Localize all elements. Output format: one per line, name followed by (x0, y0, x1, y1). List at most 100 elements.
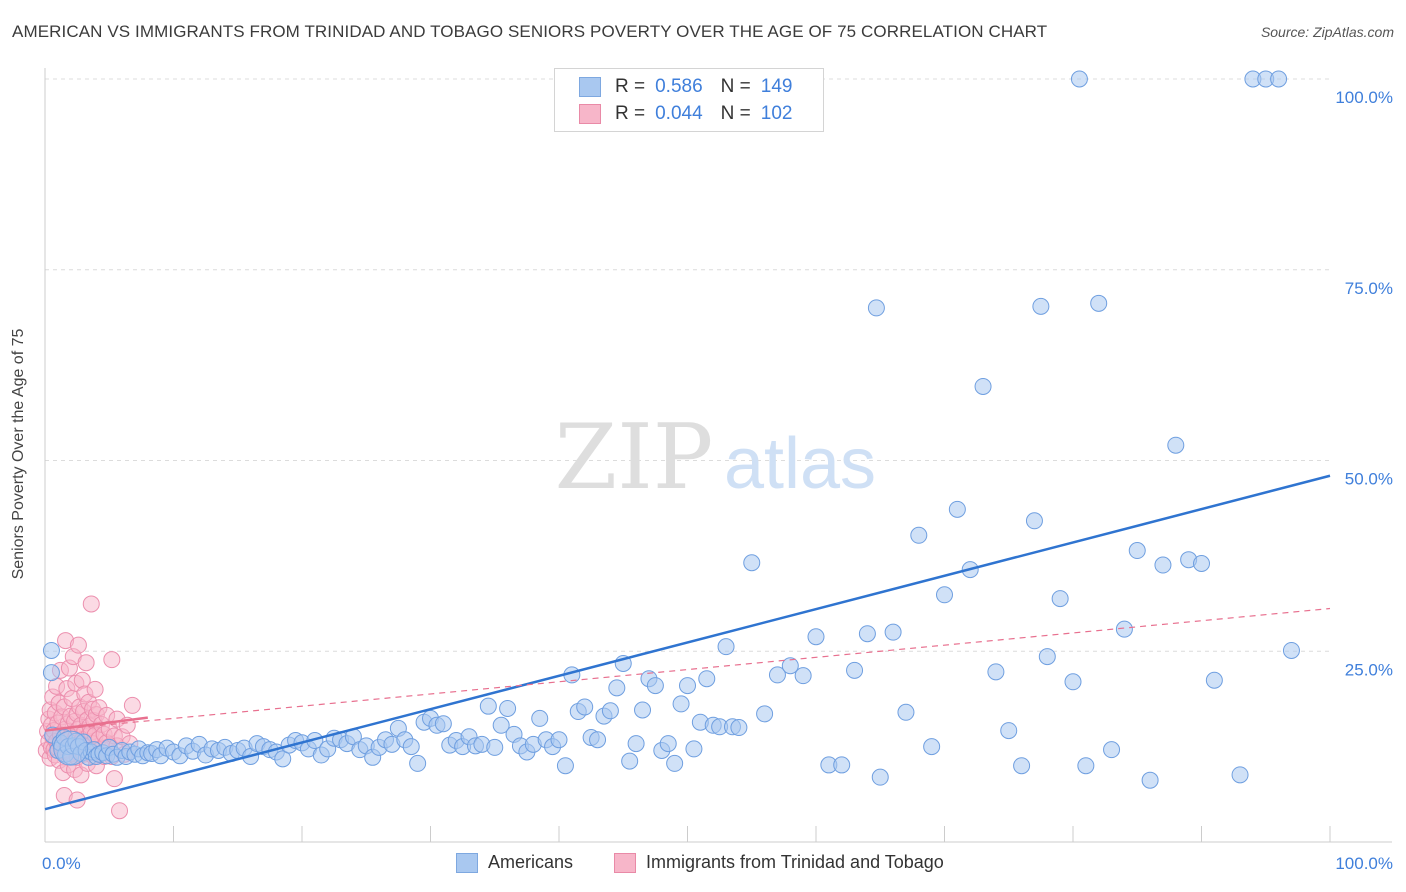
point-americans (402, 738, 420, 756)
point-immigrants (123, 696, 141, 714)
series-pink-points (37, 595, 141, 820)
point-americans (698, 670, 716, 688)
series-blue-points (42, 70, 1300, 789)
point-immigrants (82, 595, 100, 613)
point-americans (479, 697, 497, 715)
point-americans (274, 750, 292, 768)
r-label: R = (615, 76, 646, 97)
watermark-atlas: atlas (724, 424, 876, 504)
point-americans (974, 377, 992, 395)
point-americans (1115, 620, 1133, 638)
y-tick-label: 100.0% (1335, 88, 1393, 107)
point-americans (846, 661, 864, 679)
legend-swatch-pink (614, 852, 636, 873)
point-americans (871, 768, 889, 786)
watermark: ZIP atlas (555, 405, 876, 510)
r-value-americans: 0.586 (655, 76, 703, 97)
stats-row-americans: R = 0.586 N = 149 (579, 75, 792, 99)
point-americans (768, 666, 786, 684)
point-americans (987, 663, 1005, 681)
series-legend: Americans Immigrants from Trinidad and T… (0, 852, 1406, 878)
r-label: R = (615, 103, 646, 124)
swatch-pink (579, 104, 601, 124)
point-americans (634, 701, 652, 719)
point-americans (794, 667, 812, 685)
point-americans (659, 735, 677, 753)
point-americans (897, 703, 915, 721)
point-americans (601, 702, 619, 720)
point-americans (1103, 741, 1121, 759)
point-americans (627, 735, 645, 753)
legend-item-immigrants[interactable]: Immigrants from Trinidad and Tobago (614, 852, 944, 873)
point-immigrants (77, 654, 95, 672)
n-label: N = (720, 103, 751, 124)
point-americans (1070, 70, 1088, 88)
point-americans (1090, 294, 1108, 312)
grid-lines (45, 78, 1330, 652)
point-americans (867, 299, 885, 317)
n-label: N = (720, 76, 751, 97)
point-americans (1038, 648, 1056, 666)
y-tick-label: 25.0% (1345, 660, 1393, 679)
r-value-immigrants: 0.044 (655, 103, 703, 124)
point-americans (858, 625, 876, 643)
point-americans (589, 731, 607, 749)
legend-item-americans[interactable]: Americans (456, 852, 573, 873)
point-immigrants (105, 770, 123, 788)
point-americans (486, 738, 504, 756)
x-tick-label-max: 100.0% (1335, 854, 1393, 873)
point-americans (685, 740, 703, 758)
point-americans (1000, 722, 1018, 740)
y-tick-label: 75.0% (1345, 279, 1393, 298)
trend-line-americans (44, 474, 1331, 811)
point-americans (672, 695, 690, 713)
point-americans (1025, 512, 1043, 530)
point-americans (492, 716, 510, 734)
point-americans (666, 754, 684, 772)
point-immigrants (103, 651, 121, 669)
point-immigrants (69, 636, 87, 654)
point-americans (730, 719, 748, 737)
point-americans (807, 628, 825, 646)
legend-label-immigrants: Immigrants from Trinidad and Tobago (646, 852, 944, 872)
point-americans (756, 705, 774, 723)
point-americans (1270, 70, 1288, 88)
point-americans (576, 698, 594, 716)
point-americans (1077, 757, 1095, 775)
watermark-zip: ZIP (555, 405, 714, 510)
point-americans (1013, 757, 1031, 775)
point-americans (42, 664, 60, 682)
stats-legend: R = 0.586 N = 149 R = 0.044 N = 102 (554, 68, 824, 132)
legend-label-americans: Americans (488, 852, 574, 872)
trend-line-immigrants-solid (44, 716, 148, 732)
point-americans (550, 731, 568, 749)
point-americans (1282, 641, 1300, 659)
point-americans (621, 752, 639, 770)
point-americans (743, 554, 761, 572)
source-label: Source: ZipAtlas.com (1260, 24, 1394, 40)
point-americans (948, 500, 966, 518)
point-americans (499, 699, 517, 717)
point-americans (1193, 555, 1210, 573)
tick-labels: 25.0% 50.0% 75.0% 100.0% 0.0% 100.0% (42, 88, 1393, 873)
point-americans (781, 657, 799, 675)
swatch-blue (579, 77, 601, 97)
point-americans (1141, 771, 1159, 789)
point-americans (1128, 542, 1146, 560)
point-americans (717, 638, 735, 656)
y-tick-label: 50.0% (1345, 470, 1393, 489)
point-americans (833, 756, 851, 774)
point-americans (531, 709, 549, 727)
point-americans-cluster (53, 730, 89, 766)
point-americans (884, 623, 902, 641)
point-americans (434, 715, 452, 733)
trend-line-immigrants-dashed (44, 607, 1331, 732)
point-americans (936, 586, 953, 604)
point-americans (1154, 556, 1172, 574)
n-value-immigrants: 102 (760, 103, 793, 124)
x-tick-label-min: 0.0% (42, 854, 81, 873)
point-americans (409, 754, 427, 772)
trend-lines (44, 474, 1331, 811)
chart-title: AMERICAN VS IMMIGRANTS FROM TRINIDAD AND… (12, 22, 1048, 41)
